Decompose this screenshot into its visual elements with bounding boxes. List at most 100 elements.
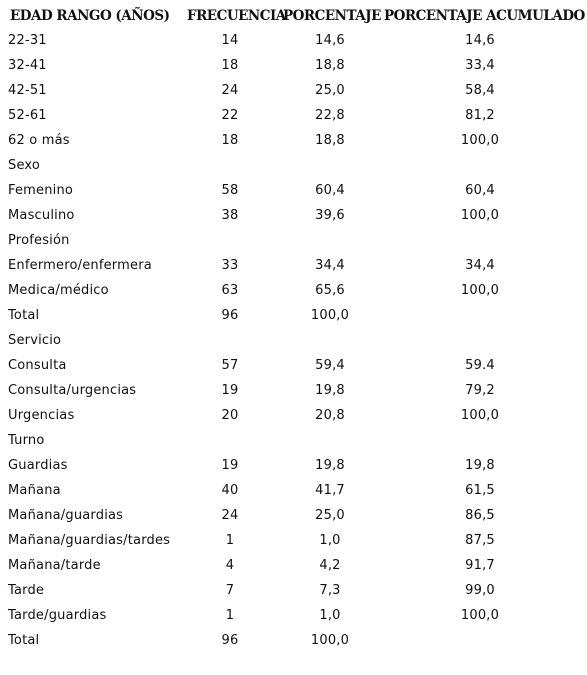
header-porcentaje-acumulado: PORCENTAJE ACUMULADO bbox=[384, 8, 585, 24]
cell-porcentaje-acumulado: 19,8 bbox=[465, 458, 495, 473]
cell-porcentaje-acumulado: 59.4 bbox=[465, 358, 495, 373]
cell-category: Sexo bbox=[8, 158, 41, 173]
cell-frecuencia: 40 bbox=[221, 483, 239, 498]
cell-porcentaje-acumulado: 33,4 bbox=[465, 58, 495, 73]
cell-category: Masculino bbox=[8, 208, 75, 223]
cell-porcentaje: 20,8 bbox=[315, 408, 345, 423]
table-row: 42-51 24 25,0 58,4 bbox=[0, 80, 587, 105]
table-row: Turno bbox=[0, 430, 587, 455]
cell-frecuencia: 96 bbox=[221, 633, 239, 648]
cell-frecuencia: 18 bbox=[221, 133, 239, 148]
cell-category: Femenino bbox=[8, 183, 74, 198]
cell-category: Total bbox=[8, 633, 40, 648]
cell-category: Mañana/guardias bbox=[8, 508, 124, 523]
cell-porcentaje-acumulado: 60,4 bbox=[465, 183, 495, 198]
header-porcentaje: PORCENTAJE bbox=[283, 8, 381, 24]
cell-frecuencia: 63 bbox=[221, 283, 239, 298]
cell-porcentaje: 25,0 bbox=[315, 83, 345, 98]
table-row: Tarde 7 7,3 99,0 bbox=[0, 580, 587, 605]
cell-category: Consulta bbox=[8, 358, 67, 373]
cell-porcentaje: 7,3 bbox=[319, 583, 341, 598]
cell-porcentaje-acumulado: 58,4 bbox=[465, 83, 495, 98]
cell-porcentaje-acumulado: 100,0 bbox=[460, 283, 500, 298]
table-row: Total 96 100,0 bbox=[0, 630, 587, 655]
cell-porcentaje: 25,0 bbox=[315, 508, 345, 523]
cell-porcentaje: 19,8 bbox=[315, 458, 345, 473]
cell-frecuencia: 19 bbox=[221, 383, 239, 398]
cell-frecuencia: 19 bbox=[221, 458, 239, 473]
cell-frecuencia: 24 bbox=[221, 83, 239, 98]
table-row: Total 96 100,0 bbox=[0, 305, 587, 330]
table-row: Servicio bbox=[0, 330, 587, 355]
cell-category: Tarde/guardias bbox=[8, 608, 107, 623]
cell-porcentaje: 14,6 bbox=[315, 33, 345, 48]
cell-category: 62 o más bbox=[8, 133, 70, 148]
cell-porcentaje: 100,0 bbox=[310, 633, 350, 648]
cell-porcentaje-acumulado: 87,5 bbox=[465, 533, 495, 548]
cell-porcentaje: 1,0 bbox=[319, 608, 341, 623]
cell-frecuencia: 24 bbox=[221, 508, 239, 523]
header-frecuencia: FRECUENCIA bbox=[187, 8, 286, 24]
cell-frecuencia: 18 bbox=[221, 58, 239, 73]
cell-frecuencia: 20 bbox=[221, 408, 239, 423]
cell-category: 32-41 bbox=[8, 58, 47, 73]
cell-frecuencia: 38 bbox=[221, 208, 239, 223]
cell-porcentaje-acumulado: 79,2 bbox=[465, 383, 495, 398]
cell-category: 52-61 bbox=[8, 108, 47, 123]
cell-frecuencia: 96 bbox=[221, 308, 239, 323]
cell-frecuencia: 7 bbox=[225, 583, 235, 598]
cell-frecuencia: 22 bbox=[221, 108, 239, 123]
table-row: Tarde/guardias 1 1,0 100,0 bbox=[0, 605, 587, 630]
table-row: Femenino 58 60,4 60,4 bbox=[0, 180, 587, 205]
cell-porcentaje: 41,7 bbox=[315, 483, 345, 498]
cell-porcentaje-acumulado: 81,2 bbox=[465, 108, 495, 123]
cell-porcentaje-acumulado: 99,0 bbox=[465, 583, 495, 598]
cell-category: Tarde bbox=[8, 583, 45, 598]
cell-category: Mañana/guardias/tardes bbox=[8, 533, 171, 548]
table-row: Masculino 38 39,6 100,0 bbox=[0, 205, 587, 230]
table-row: Profesión bbox=[0, 230, 587, 255]
header-edad-rango: EDAD RANGO (AÑOS) bbox=[10, 8, 170, 24]
table-row: Sexo bbox=[0, 155, 587, 180]
cell-porcentaje: 4,2 bbox=[319, 558, 341, 573]
cell-category: Profesión bbox=[8, 233, 70, 248]
cell-porcentaje: 39,6 bbox=[315, 208, 345, 223]
cell-porcentaje: 19,8 bbox=[315, 383, 345, 398]
cell-porcentaje-acumulado: 100,0 bbox=[460, 608, 500, 623]
cell-category: Servicio bbox=[8, 333, 62, 348]
cell-porcentaje: 18,8 bbox=[315, 58, 345, 73]
table-row: Mañana/guardias/tardes 1 1,0 87,5 bbox=[0, 530, 587, 555]
cell-frecuencia: 4 bbox=[225, 558, 235, 573]
cell-category: 42-51 bbox=[8, 83, 47, 98]
cell-category: Mañana bbox=[8, 483, 61, 498]
cell-porcentaje: 1,0 bbox=[319, 533, 341, 548]
cell-porcentaje-acumulado: 91,7 bbox=[465, 558, 495, 573]
cell-category: Turno bbox=[8, 433, 45, 448]
table-row: 62 o más 18 18,8 100,0 bbox=[0, 130, 587, 155]
cell-porcentaje-acumulado: 86,5 bbox=[465, 508, 495, 523]
table-row: 52-61 22 22,8 81,2 bbox=[0, 105, 587, 130]
cell-category: Total bbox=[8, 308, 40, 323]
cell-porcentaje: 59,4 bbox=[315, 358, 345, 373]
table-row: Urgencias 20 20,8 100,0 bbox=[0, 405, 587, 430]
cell-porcentaje-acumulado: 34,4 bbox=[465, 258, 495, 273]
table-row: Mañana/tarde 4 4,2 91,7 bbox=[0, 555, 587, 580]
cell-frecuencia: 33 bbox=[221, 258, 239, 273]
cell-category: Mañana/tarde bbox=[8, 558, 101, 573]
cell-frecuencia: 57 bbox=[221, 358, 239, 373]
table-row: Mañana/guardias 24 25,0 86,5 bbox=[0, 505, 587, 530]
cell-frecuencia: 1 bbox=[225, 533, 235, 548]
table-row: Consulta/urgencias 19 19,8 79,2 bbox=[0, 380, 587, 405]
cell-category: 22-31 bbox=[8, 33, 47, 48]
table-row: Mañana 40 41,7 61,5 bbox=[0, 480, 587, 505]
cell-frecuencia: 14 bbox=[221, 33, 239, 48]
cell-porcentaje-acumulado: 100,0 bbox=[460, 133, 500, 148]
cell-porcentaje-acumulado: 100,0 bbox=[460, 208, 500, 223]
cell-category: Guardias bbox=[8, 458, 68, 473]
table-row: Guardias 19 19,8 19,8 bbox=[0, 455, 587, 480]
cell-category: Medica/médico bbox=[8, 283, 109, 298]
cell-frecuencia: 1 bbox=[225, 608, 235, 623]
cell-frecuencia: 58 bbox=[221, 183, 239, 198]
cell-porcentaje: 60,4 bbox=[315, 183, 345, 198]
cell-porcentaje-acumulado: 100,0 bbox=[460, 408, 500, 423]
